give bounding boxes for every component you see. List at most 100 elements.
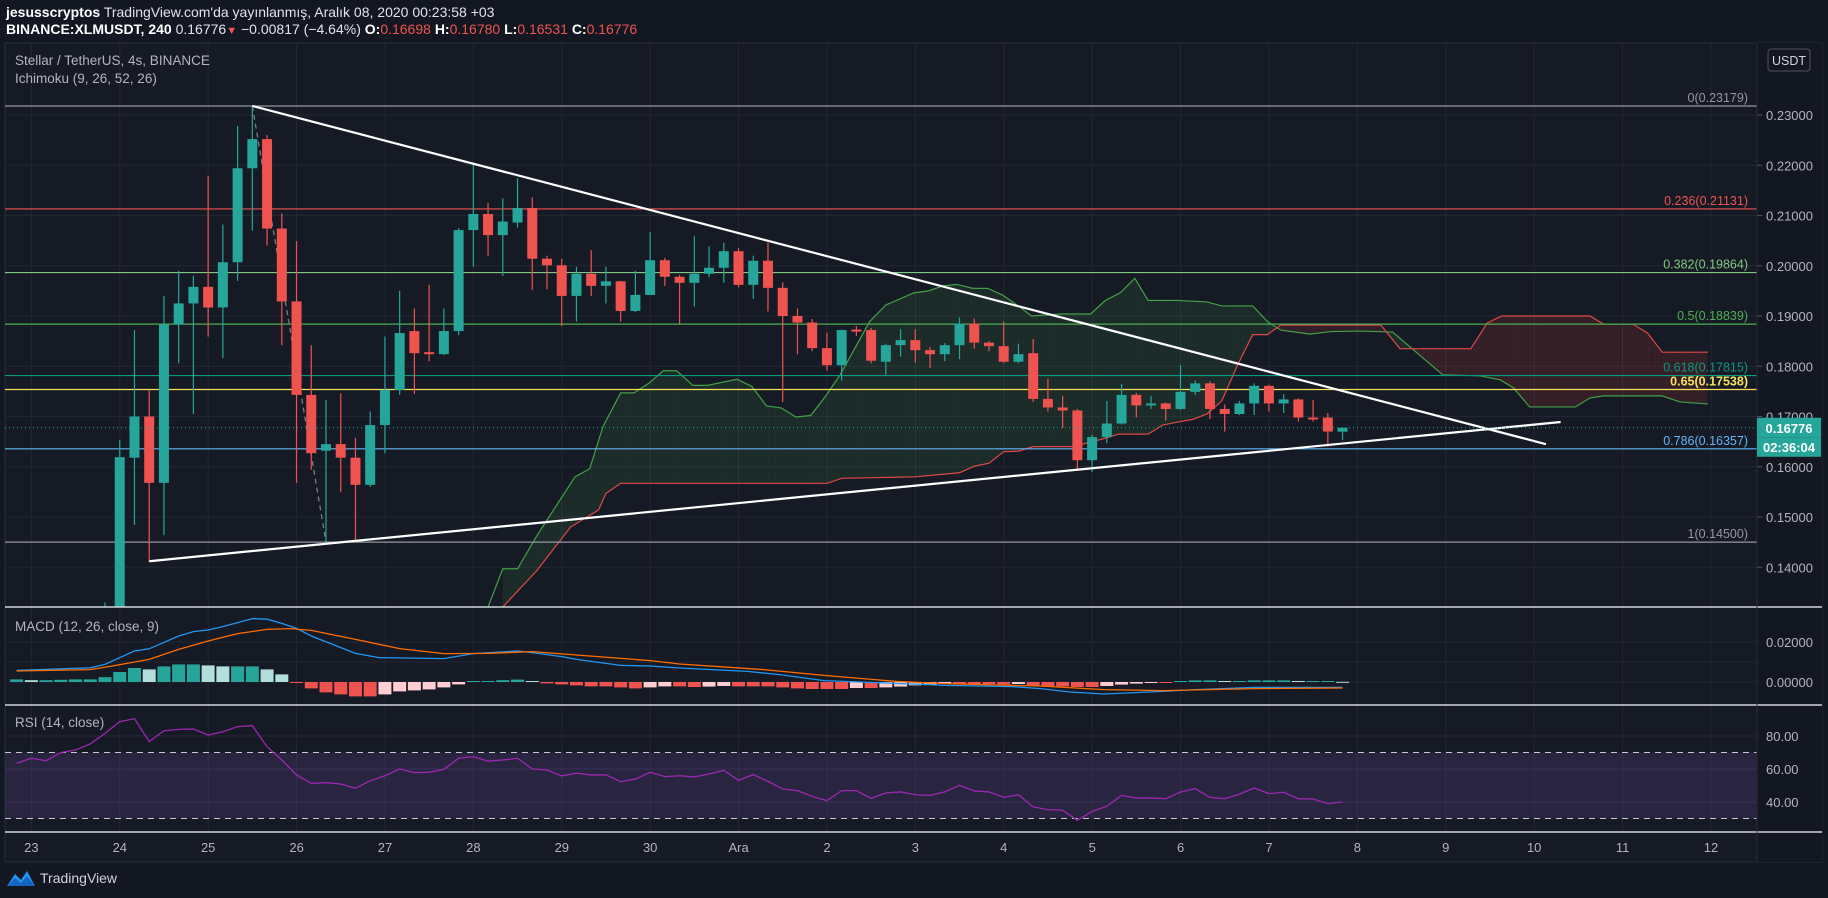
- high-label: H:: [434, 21, 450, 37]
- candle-body: [1190, 383, 1201, 392]
- ichimoku-cloud-fill: [539, 525, 544, 567]
- candle-body: [851, 329, 862, 332]
- ichimoku-cloud-fill: [804, 415, 809, 484]
- ichimoku-cloud-fill: [959, 285, 964, 473]
- candle-body: [910, 340, 921, 351]
- ichimoku-cloud-fill: [1692, 352, 1697, 404]
- ichimoku-cloud-fill: [565, 485, 570, 534]
- ichimoku-cloud-fill: [981, 288, 986, 465]
- ichimoku-cloud-fill: [727, 380, 732, 484]
- candle-body: [1175, 391, 1186, 409]
- candle-body: [1219, 408, 1230, 414]
- ichimoku-cloud-fill: [753, 388, 758, 484]
- candle: [158, 295, 169, 536]
- candle-body: [379, 389, 390, 426]
- ichimoku-cloud-fill: [587, 464, 592, 517]
- ichimoku-cloud-fill: [506, 568, 511, 604]
- candle: [556, 258, 567, 327]
- ichimoku-cloud-fill: [631, 391, 636, 484]
- macd-histogram-bar: [393, 682, 407, 692]
- candle-body: [306, 394, 317, 454]
- macd-histogram-bar: [953, 682, 967, 684]
- time-axis-label: 29: [555, 840, 569, 855]
- candle: [925, 347, 936, 369]
- ichimoku-cloud-fill: [1298, 325, 1303, 333]
- candle: [188, 275, 199, 414]
- tradingview-logo[interactable]: TradingView: [6, 868, 117, 888]
- ichimoku-cloud-fill: [1567, 316, 1572, 407]
- ichimoku-cloud-fill: [819, 399, 824, 484]
- rsi-pane: [5, 717, 1757, 822]
- candle-body: [777, 287, 788, 316]
- ichimoku-cloud-fill: [1596, 320, 1601, 397]
- candle: [1322, 412, 1333, 447]
- candle-body: [895, 340, 906, 346]
- time-axis-label: 11: [1616, 840, 1630, 855]
- ichimoku-cloud-fill: [775, 407, 780, 484]
- fib-level-label: 0(0.23179): [1688, 91, 1748, 105]
- macd-legend: MACD (12, 26, close, 9): [15, 619, 159, 634]
- ichimoku-cloud-fill: [1589, 316, 1594, 399]
- candle: [438, 308, 449, 356]
- candle-body: [1234, 403, 1245, 414]
- candle-body: [983, 342, 994, 347]
- macd-histogram-bar: [1306, 681, 1320, 682]
- ichimoku-cloud-fill: [1489, 319, 1494, 379]
- candle: [262, 135, 273, 246]
- ichimoku-cloud-fill: [661, 370, 666, 484]
- candle-body: [880, 345, 891, 362]
- ichimoku-cloud-fill: [1434, 348, 1439, 372]
- fib-level-label: 1(0.14500): [1688, 527, 1748, 541]
- ichimoku-cloud-fill: [1512, 316, 1516, 391]
- macd-histogram-bar: [172, 664, 186, 682]
- candle: [232, 126, 243, 281]
- ichimoku-cloud-fill: [1025, 311, 1030, 449]
- candle-body: [350, 457, 361, 485]
- ichimoku-span-a: [487, 277, 1708, 607]
- ichimoku-cloud-fill: [797, 416, 802, 484]
- candle-body: [129, 416, 140, 458]
- ichimoku-cloud-fill: [1604, 324, 1609, 396]
- macd-histogram-bar: [142, 669, 156, 682]
- ichimoku-cloud-fill: [974, 288, 979, 467]
- ichimoku-cloud-fill: [1593, 317, 1598, 398]
- ichimoku-cloud-fill: [712, 383, 717, 484]
- ichimoku-cloud-fill: [1055, 314, 1060, 447]
- candle: [748, 255, 759, 299]
- brand-name: TradingView: [40, 870, 118, 886]
- ichimoku-cloud-fill: [602, 420, 607, 502]
- candle: [983, 341, 994, 352]
- time-axis-label: 12: [1704, 840, 1718, 855]
- candle: [129, 330, 140, 526]
- ichimoku-cloud-fill: [767, 406, 772, 484]
- ichimoku-cloud-fill: [1515, 316, 1520, 395]
- ichimoku-cloud-fill: [863, 325, 868, 478]
- ichimoku-cloud-fill: [1176, 300, 1181, 423]
- macd-histogram-bar: [1085, 682, 1099, 687]
- ichimoku-cloud-fill: [668, 370, 673, 484]
- ichimoku-cloud-fill: [1158, 300, 1163, 428]
- ichimoku-cloud-fill: [1044, 314, 1049, 447]
- ichimoku-cloud-fill: [1198, 301, 1203, 418]
- time-axis-label: 5: [1089, 840, 1096, 855]
- ichimoku-cloud-fill: [513, 568, 518, 596]
- price-axis-label: 0.22000: [1766, 158, 1813, 173]
- author-name[interactable]: jesusscryptos: [6, 4, 101, 20]
- candle-body: [188, 286, 199, 304]
- candle-body: [1028, 353, 1039, 399]
- ichimoku-cloud-fill: [1143, 293, 1148, 435]
- macd-histogram-bar: [687, 682, 701, 687]
- candle-body: [998, 346, 1009, 362]
- ichimoku-cloud-fill: [1482, 324, 1487, 378]
- candle-body: [497, 221, 508, 236]
- fib-level-label: 0.382(0.19864): [1663, 258, 1748, 272]
- ichimoku-cloud-fill: [679, 373, 684, 484]
- ichimoku-cloud-fill: [1607, 324, 1612, 396]
- candle: [1293, 398, 1304, 422]
- candle: [394, 290, 405, 395]
- candle: [203, 175, 214, 337]
- ichimoku-cloud-fill: [1106, 297, 1111, 438]
- macd-histogram-bar: [481, 681, 495, 682]
- candle: [424, 284, 435, 362]
